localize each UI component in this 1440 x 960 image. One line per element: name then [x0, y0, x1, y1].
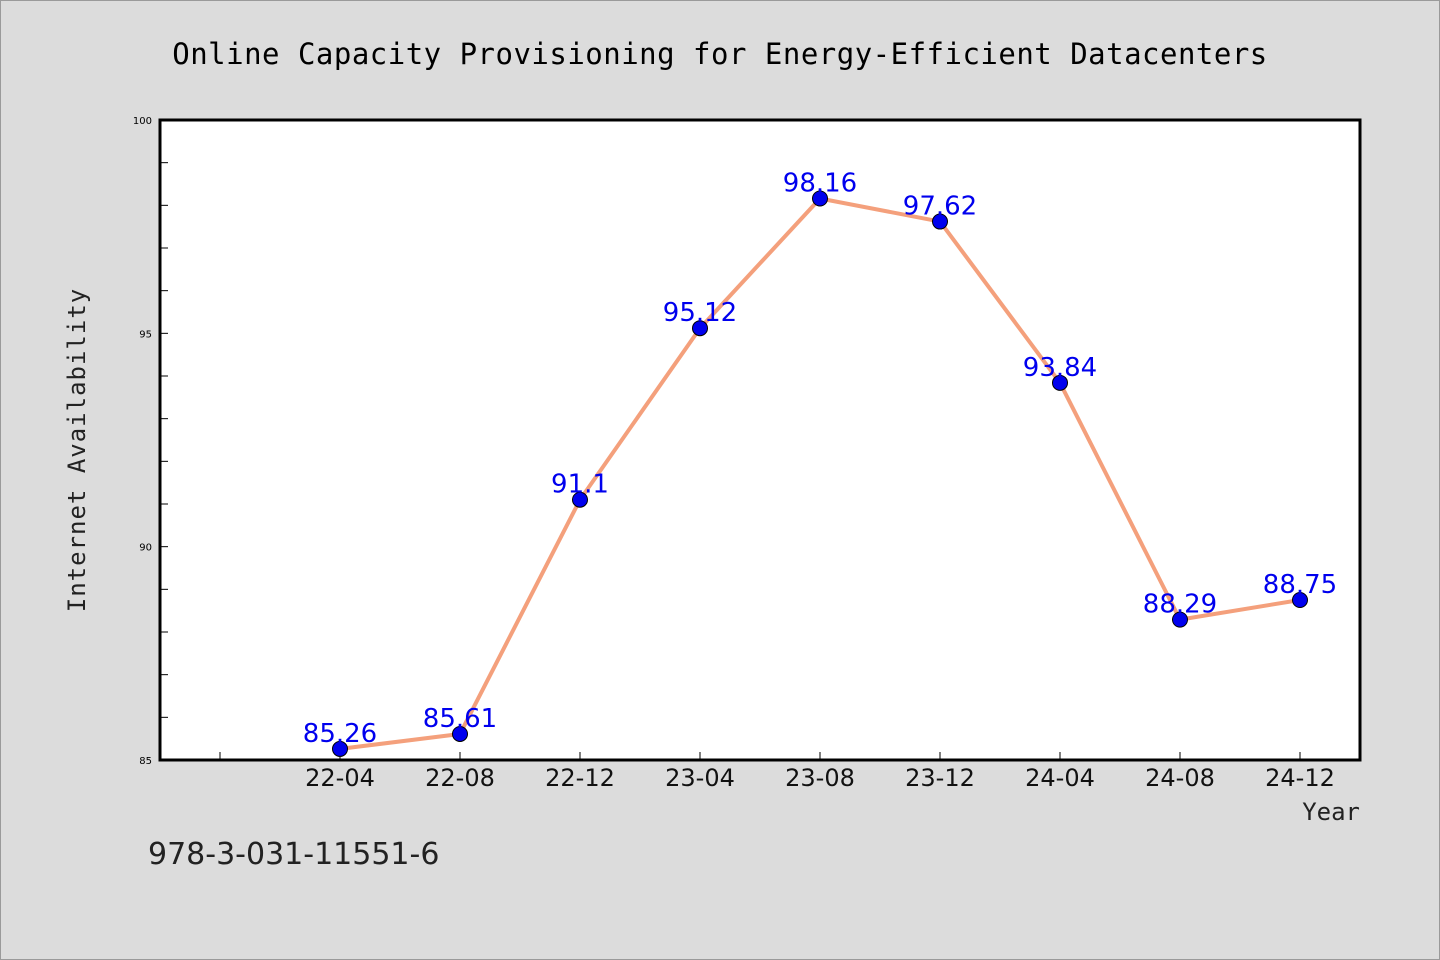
x-tick-label: 22-12	[545, 764, 615, 792]
x-tick-label: 23-12	[905, 764, 975, 792]
data-label: 88.29	[1143, 590, 1217, 620]
data-label: 98.16	[783, 169, 857, 199]
data-labels: 85.26 85.61 91.1 95.12 98.16 97.62 93.84 88.29 8…	[303, 169, 1337, 749]
y-tick-label: 85	[139, 756, 152, 767]
plot-area	[158, 118, 1362, 762]
data-point	[1292, 592, 1308, 608]
y-axis: 85 90 95 100	[133, 116, 168, 767]
y-axis-label: Internet Availability	[63, 288, 91, 612]
data-label: 91.1	[551, 470, 609, 500]
data-point	[332, 740, 348, 757]
x-tick-label: 22-04	[305, 764, 375, 792]
x-tick-label: 23-04	[665, 764, 735, 792]
x-tick-label: 24-08	[1145, 764, 1215, 792]
chart-title: Online Capacity Provisioning for Energy-…	[172, 37, 1268, 71]
data-label: 85.26	[303, 719, 377, 749]
x-axis: 22-04 22-08 22-12 23-04 23-08 23-12 24-04 24-08…	[219, 752, 1335, 792]
data-points	[332, 190, 1308, 757]
data-point	[692, 320, 708, 337]
x-tick-label: 24-04	[1025, 764, 1095, 792]
x-tick-label: 23-08	[785, 764, 855, 792]
y-tick-label: 90	[139, 543, 152, 554]
data-point	[812, 190, 828, 207]
data-label: 95.12	[663, 298, 737, 328]
data-label: 85.61	[423, 704, 497, 734]
data-label: 97.62	[903, 192, 977, 222]
data-point	[452, 725, 468, 742]
y-tick-label: 100	[133, 116, 152, 127]
x-tick-label: 24-12	[1265, 764, 1335, 792]
data-point	[1172, 611, 1188, 628]
x-axis-label: Year	[1302, 798, 1360, 826]
data-label: 88.75	[1263, 570, 1337, 600]
footer-isbn: 978-3-031-11551-6	[148, 837, 439, 872]
x-tick-label: 22-08	[425, 764, 495, 792]
data-point	[932, 213, 948, 230]
data-label: 93.84	[1023, 353, 1097, 383]
data-point	[1052, 374, 1068, 391]
data-point	[572, 491, 588, 508]
y-tick-label: 95	[139, 329, 152, 340]
